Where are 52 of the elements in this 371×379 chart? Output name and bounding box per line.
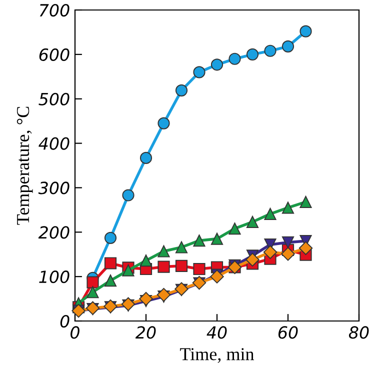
point xyxy=(210,232,224,245)
point xyxy=(210,58,224,71)
point xyxy=(156,288,171,302)
point xyxy=(246,216,259,228)
point xyxy=(298,241,313,256)
x-tick-label: 0 xyxy=(70,326,80,339)
y-tick-label: 300 xyxy=(38,182,70,194)
point xyxy=(140,152,152,164)
y-tick-label: 500 xyxy=(38,92,70,106)
point xyxy=(264,44,276,57)
point xyxy=(140,254,152,267)
y-axis-title: Temperature, °C xyxy=(16,106,33,225)
point xyxy=(282,236,294,248)
point xyxy=(228,52,241,65)
point xyxy=(122,264,134,276)
x-tick-label: 80 xyxy=(348,326,369,339)
point xyxy=(158,245,170,258)
point xyxy=(175,260,188,272)
point xyxy=(104,257,117,270)
point xyxy=(193,234,206,247)
point xyxy=(246,252,260,267)
y-tick-label: 700 xyxy=(40,4,70,17)
point xyxy=(282,202,294,214)
point xyxy=(139,292,153,306)
point xyxy=(282,40,294,52)
point xyxy=(104,274,117,287)
point xyxy=(193,262,206,276)
point xyxy=(104,232,117,244)
point xyxy=(175,84,188,96)
point xyxy=(264,208,276,220)
point xyxy=(86,286,99,298)
y-tick-label: 100 xyxy=(39,270,70,284)
x-tick-label: 20 xyxy=(135,326,156,339)
x-tick-label: 40 xyxy=(206,326,227,339)
y-tick-label: 600 xyxy=(39,48,70,61)
point xyxy=(86,276,99,288)
point xyxy=(158,117,170,130)
point xyxy=(300,25,312,38)
point xyxy=(175,241,188,254)
point xyxy=(122,189,134,202)
point xyxy=(246,48,259,60)
point xyxy=(263,245,278,260)
y-tick-label: 200 xyxy=(38,226,70,239)
y-tick-label: 0 xyxy=(60,314,70,328)
point xyxy=(281,247,295,261)
x-tick-label: 60 xyxy=(278,326,298,339)
point xyxy=(300,196,312,208)
point xyxy=(228,222,241,235)
x-axis-title: Time, min xyxy=(180,348,254,363)
point xyxy=(158,260,170,273)
y-tick-label: 400 xyxy=(38,137,70,150)
point xyxy=(193,66,206,78)
